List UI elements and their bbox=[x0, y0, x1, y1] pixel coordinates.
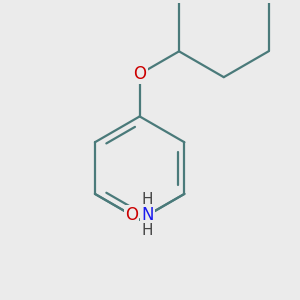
Text: O: O bbox=[125, 206, 138, 224]
Text: H: H bbox=[142, 192, 154, 207]
Text: H: H bbox=[141, 206, 153, 224]
Text: N: N bbox=[142, 206, 154, 224]
Text: H: H bbox=[142, 223, 154, 238]
Text: O: O bbox=[133, 65, 146, 83]
